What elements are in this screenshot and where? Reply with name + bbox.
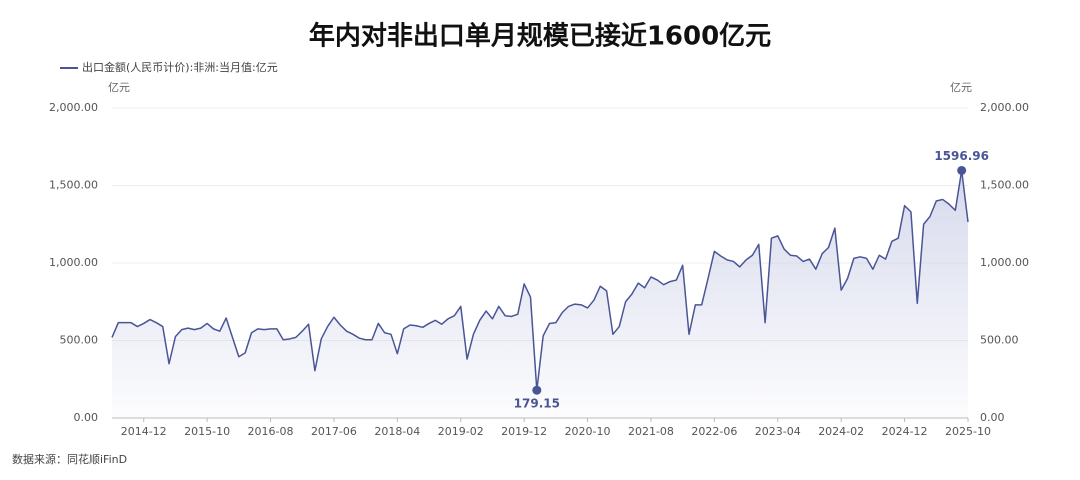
y-tick-label: 0.00 [74,411,99,424]
line [111,169,969,391]
y2-tick-label: 1,000.00 [980,256,1029,269]
x-tick-label: 2018-04 [374,425,420,438]
x-tick-label: 2021-08 [628,425,674,438]
y-tick-label: 500.00 [60,334,99,347]
y-tick-label: 1,000.00 [49,256,98,269]
y2-unit: 亿元 [950,81,972,94]
y2-tick-label: 500.00 [980,334,1019,347]
x-tick-label: 2019-12 [501,425,547,438]
y-unit: 亿元 [108,81,130,94]
x-tick-label: 2024-12 [882,425,928,438]
x-tick-label: 2019-02 [438,425,484,438]
x-tick-label: 2015-10 [184,425,230,438]
x-tick-label: 2025-10 [945,425,991,438]
extreme-label: 179.15 [514,397,560,411]
y2-tick-label: 0.00 [980,411,1005,424]
x-tick-label: 2024-02 [818,425,864,438]
x-tick-label: 2020-10 [565,425,611,438]
y-tick-label: 2,000.00 [49,101,98,114]
chart-title: 年内对非出口单月规模已接近1600亿元 [309,21,771,52]
x-tick-label: 2016-08 [248,425,294,438]
legend-label: 出口金额(人民币计价):非洲:当月值:亿元 [82,60,278,74]
x-tick-label: 2014-12 [121,425,167,438]
extreme-point [532,385,542,395]
extreme-point [957,165,967,175]
x-tick-label: 2023-04 [755,425,801,438]
extreme-label: 1596.96 [934,149,989,163]
y2-tick-label: 2,000.00 [980,101,1029,114]
x-tick-label: 2022-06 [691,425,737,438]
y2-tick-label: 1,500.00 [980,179,1029,192]
x-tick-label: 2017-06 [311,425,357,438]
area [112,170,968,418]
y-tick-label: 1,500.00 [49,179,98,192]
source-note: 数据来源：同花顺iFinD [12,452,127,466]
